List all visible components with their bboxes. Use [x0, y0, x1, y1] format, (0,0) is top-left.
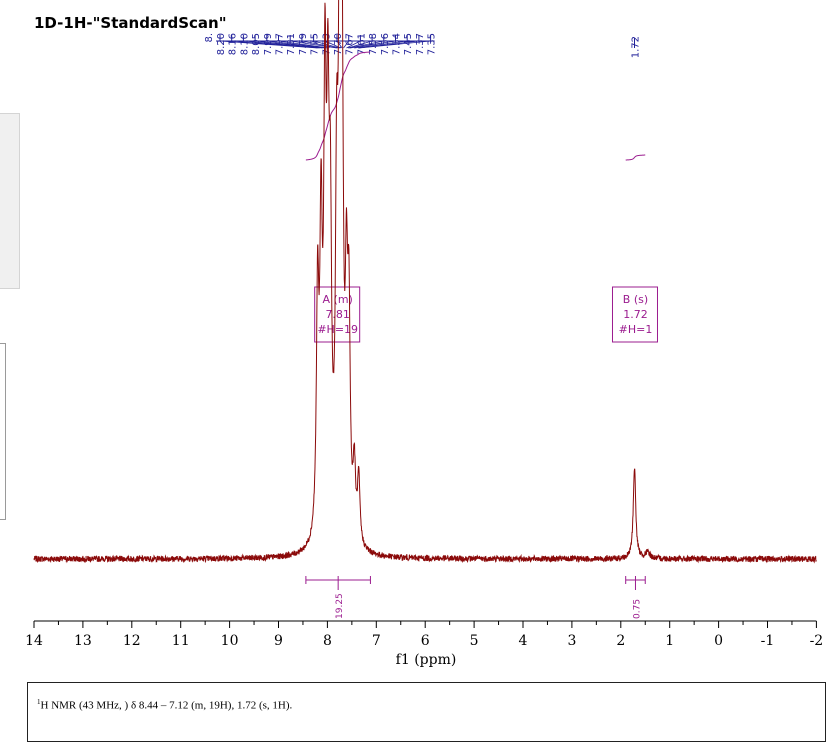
peak-label: 7.97: [275, 33, 286, 55]
peak-label-leader: [354, 40, 408, 49]
peak-label-leader: [336, 40, 343, 49]
peak-label-leader: [346, 40, 361, 49]
x-axis-label: f1 (ppm): [396, 652, 457, 668]
nmr-spectrum-chart: 1D-1H-"StandardScan" 8. 8.20 8.16 8.10 8.05 7…: [25, 0, 824, 668]
x-tick-label: 4: [519, 633, 528, 649]
peak-label: 8.05: [251, 33, 262, 55]
peak-label: 7.67: [345, 33, 356, 55]
peak-label-leader: [343, 40, 350, 49]
multiplet-box: [314, 286, 361, 343]
peak-label: 8.16: [228, 33, 239, 55]
nmr-summary-line: H NMR (43 MHz, ) δ 8.44 – 7.12 (m, 19H),…: [40, 699, 293, 712]
integral-curve-b: [625, 154, 646, 161]
peak-label: 8.20: [216, 33, 227, 55]
x-tick-label: 1: [665, 633, 674, 649]
x-tick-label: 13: [74, 633, 92, 649]
peak-label-leader: [255, 40, 325, 49]
x-tick-label: 2: [616, 633, 625, 649]
side-panel-bottom: [0, 343, 6, 520]
peak-label-leader: [301, 40, 338, 49]
peak-label: 7.99: [263, 33, 274, 55]
peak-label-group: 8. 8.20 8.16 8.10 8.05 7.99 7.97 7.81 7.79 7.75 7.…: [204, 33, 641, 58]
side-panel-top: [0, 113, 20, 289]
multiplet-label: A (m): [323, 293, 353, 306]
peak-label: 7.81: [286, 33, 297, 55]
peak-label-leader: [290, 40, 337, 49]
peak-label: 7.45: [403, 33, 414, 55]
peak-label: 7.35: [427, 33, 438, 55]
x-tick-label: 7: [372, 633, 381, 649]
x-tick-label: 6: [421, 633, 430, 649]
multiplet-shift: 1.72: [623, 308, 648, 321]
peak-label-leader: [348, 40, 384, 49]
x-tick-label: 11: [172, 633, 190, 649]
x-tick-label: 10: [221, 633, 239, 649]
nmr-summary-box: 1H NMR (43 MHz, ) δ 8.44 – 7.12 (m, 19H)…: [27, 682, 826, 742]
integral-value: 19.25: [335, 593, 345, 619]
x-tick-label: 8: [323, 633, 332, 649]
peak-label: 7.75: [310, 33, 321, 55]
multiplet-nh: #H=19: [317, 323, 358, 336]
multiplet-box: [611, 286, 658, 343]
x-tick-label: 0: [714, 633, 723, 649]
spectrum-trace: [33, 0, 817, 564]
x-tick-label: -1: [761, 633, 775, 649]
x-axis: 14 13 12 11 10 9 8 7 6 5 4 3 2 1 0 -1 -2: [25, 620, 824, 649]
multiplet-label: B (s): [623, 293, 648, 306]
chart-title: 1D-1H-"StandardScan": [34, 14, 227, 32]
peak-label-leader: [278, 40, 329, 49]
nmr-summary-text: 1H NMR (43 MHz, ) δ 8.44 – 7.12 (m, 19H)…: [37, 698, 292, 712]
peak-label-leader: [359, 40, 431, 49]
multiplet-shift: 7.81: [325, 308, 350, 321]
integral-curve-a: [305, 51, 371, 161]
peak-label: 7.73: [321, 33, 332, 55]
peak-label: 7.37: [415, 33, 426, 55]
peak-label-leader: [349, 40, 396, 49]
x-tick-label: 12: [123, 633, 141, 649]
spectrum-group: [33, 0, 817, 564]
x-tick-label: 3: [567, 633, 576, 649]
peak-label: 8.10: [239, 33, 250, 55]
integral-bar-group: 19.25 0.75: [305, 576, 646, 619]
peak-label: 1.72: [630, 36, 641, 58]
x-tick-label: 14: [25, 633, 43, 649]
nucleus-superscript: 1: [37, 698, 41, 706]
multiplet-group: A (m) 7.81 #H=19 B (s) 1.72 #H=1: [314, 286, 658, 343]
integral-value: 0.75: [632, 599, 642, 619]
peak-label-leader: [313, 40, 340, 49]
x-tick-label: 5: [470, 633, 479, 649]
x-tick-label: -2: [810, 633, 824, 649]
peak-label-leader: [347, 40, 373, 49]
x-tick-label: 9: [274, 633, 283, 649]
peak-label-overlap: 8.: [204, 33, 215, 43]
peak-label: 7.79: [298, 33, 309, 55]
multiplet-nh: #H=1: [619, 323, 653, 336]
integral-curve-group: [305, 51, 646, 161]
